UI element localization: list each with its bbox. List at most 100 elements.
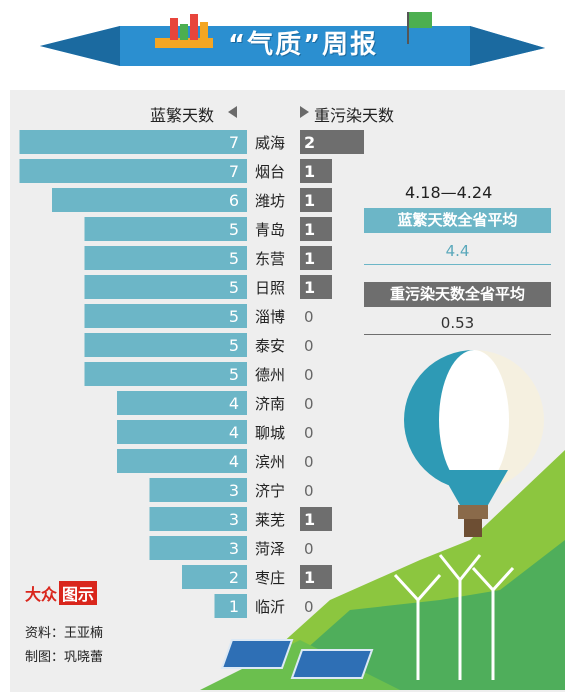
heavy-days-value: 1 — [304, 220, 315, 239]
blue-days-bar — [84, 246, 247, 270]
city-label: 莱芜 — [255, 511, 285, 529]
heavy-days-value: 0 — [304, 337, 314, 355]
heavy-days-value: 2 — [304, 133, 315, 152]
city-label: 滨州 — [255, 453, 285, 471]
heavy-days-value: 0 — [304, 540, 314, 558]
heavy-average-value: 0.53 — [440, 314, 475, 332]
heavy-days-value: 0 — [304, 395, 314, 413]
blue-days-value: 4 — [229, 452, 239, 471]
blue-days-bar — [52, 188, 247, 212]
blue-days-bar — [19, 159, 247, 183]
blue-days-value: 7 — [229, 133, 239, 152]
city-label: 淄博 — [255, 308, 285, 326]
blue-days-bar — [117, 391, 247, 415]
arrow-right-icon — [300, 106, 309, 118]
city-label: 德州 — [255, 366, 285, 384]
blue-days-value: 5 — [229, 336, 239, 355]
blue-days-bar — [149, 536, 247, 560]
blue-days-bar — [117, 420, 247, 444]
blue-days-bar — [84, 217, 247, 241]
city-label: 威海 — [255, 134, 285, 152]
blue-days-value: 4 — [229, 423, 239, 442]
heavy-days-value: 1 — [304, 162, 315, 181]
city-label: 济南 — [255, 395, 285, 413]
blue-days-value: 7 — [229, 162, 239, 181]
blue-average-divider — [364, 264, 551, 265]
maker-credit: 制图：巩晓蕾 — [25, 650, 104, 665]
city-label: 聊城 — [255, 424, 285, 442]
heavy-average-divider — [364, 334, 551, 335]
heavy-days-bar — [300, 507, 332, 531]
heavy-days-bar — [300, 217, 332, 241]
blue-days-bar — [182, 565, 247, 589]
city-label: 泰安 — [255, 337, 285, 355]
blue-days-value: 5 — [229, 220, 239, 239]
heavy-days-value: 1 — [304, 191, 315, 210]
header-heavy-days: 重污染天数 — [314, 106, 395, 125]
heavy-days-value: 0 — [304, 366, 314, 384]
blue-average-label: 蓝繁天数全省平均 — [364, 208, 551, 233]
heavy-days-value: 0 — [304, 482, 314, 500]
heavy-days-value: 1 — [304, 510, 315, 529]
city-label: 东营 — [255, 250, 285, 268]
blue-days-value: 4 — [229, 394, 239, 413]
heavy-days-value: 0 — [304, 453, 314, 471]
heavy-days-bar — [300, 188, 332, 212]
banner-left-fold — [40, 26, 120, 66]
heavy-days-bar — [300, 159, 332, 183]
blue-days-value: 1 — [229, 597, 239, 616]
city-label: 日照 — [255, 279, 285, 297]
heavy-days-bar — [300, 275, 332, 299]
blue-days-bar — [117, 449, 247, 473]
hot-air-balloon-icon — [404, 350, 544, 537]
heavy-days-value: 1 — [304, 278, 315, 297]
blue-days-value: 5 — [229, 307, 239, 326]
logo-part-1: 大众 — [25, 585, 58, 604]
blue-days-bar — [84, 362, 247, 386]
blue-days-bar — [84, 304, 247, 328]
blue-average-value: 4.4 — [445, 242, 470, 260]
heavy-days-value: 0 — [304, 424, 314, 442]
banner — [40, 12, 545, 66]
city-label: 烟台 — [255, 163, 285, 181]
blue-days-bar — [214, 594, 247, 618]
banner-ribbon — [40, 26, 545, 66]
blue-days-value: 5 — [229, 249, 239, 268]
flag-icon — [408, 12, 432, 28]
heavy-days-bar — [300, 246, 332, 270]
banner-right-fold — [470, 26, 545, 66]
book-icon — [155, 38, 213, 48]
city-label: 临沂 — [255, 598, 285, 616]
city-label: 济宁 — [255, 482, 285, 500]
city-label: 青岛 — [255, 221, 285, 239]
scenery — [200, 350, 565, 690]
heavy-days-value: 0 — [304, 308, 314, 326]
heavy-days-bar — [300, 130, 364, 154]
bar-chart-icon — [170, 18, 178, 40]
blue-days-value: 6 — [229, 191, 239, 210]
date-range: 4.18—4.24 — [405, 183, 493, 202]
blue-days-bar — [84, 333, 247, 357]
city-label: 潍坊 — [255, 192, 285, 210]
heavy-days-value: 0 — [304, 598, 314, 616]
city-label: 枣庄 — [255, 569, 285, 587]
blue-days-bar — [149, 478, 247, 502]
heavy-average-label: 重污染天数全省平均 — [364, 282, 551, 307]
blue-days-value: 3 — [229, 510, 239, 529]
wind-turbine-icon — [393, 554, 515, 680]
solar-panel-icon — [220, 639, 374, 679]
banner-title: “气质”周报 — [228, 30, 379, 60]
blue-days-value: 5 — [229, 365, 239, 384]
blue-days-bar — [84, 275, 247, 299]
city-label: 菏泽 — [255, 540, 285, 558]
source-credit: 资料：王亚楠 — [25, 626, 104, 641]
logo-part-2: 图示 — [59, 581, 98, 605]
blue-days-value: 5 — [229, 278, 239, 297]
heavy-days-value: 1 — [304, 568, 315, 587]
logo: 大众 图示 — [25, 581, 98, 605]
arrow-left-icon — [228, 106, 237, 118]
heavy-days-bar — [300, 565, 332, 589]
blue-days-bar — [19, 130, 247, 154]
